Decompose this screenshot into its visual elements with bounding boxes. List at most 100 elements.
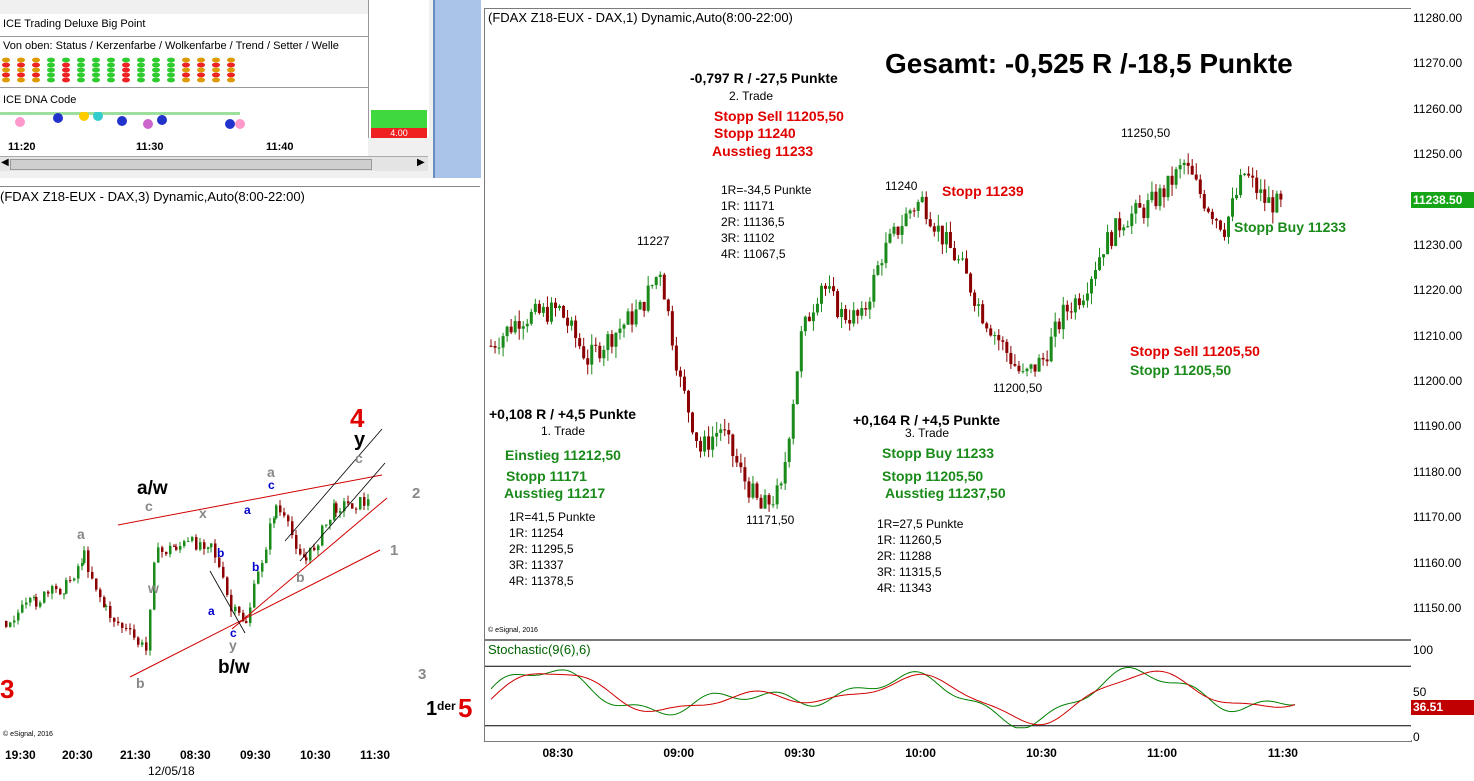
candle-body (868, 301, 872, 310)
left-candle-body (305, 557, 308, 561)
trade3-target-0: 1R=27,5 Punkte (877, 517, 964, 531)
candle-body (1226, 216, 1230, 237)
trade2-target-0: 1R=-34,5 Punkte (721, 183, 812, 197)
status-dot (152, 67, 160, 73)
left-candle-body (299, 548, 302, 555)
candle-body (598, 345, 602, 359)
left-candle-body (43, 591, 46, 603)
status-dot (212, 77, 220, 83)
left-candle-body (245, 621, 248, 624)
candle-body (1134, 203, 1138, 214)
candle-body (836, 291, 840, 318)
status-dot (92, 77, 100, 83)
candle-body (832, 286, 836, 292)
candle-body (795, 371, 799, 405)
left-copyright: © eSignal, 2016 (3, 731, 53, 738)
left-candle-body (367, 499, 370, 506)
row-dna: ICE DNA Code (0, 88, 368, 139)
status-dot (17, 57, 25, 63)
scroll-left-icon[interactable]: ◀ (1, 157, 9, 168)
left-candle-body (179, 546, 182, 550)
left-candle-body (137, 637, 140, 645)
status-dot (137, 77, 145, 83)
candle-body (916, 201, 920, 211)
candle-body (1126, 226, 1130, 228)
stoch-title: Stochastic(9(6),6) (488, 642, 591, 657)
trade2-target-3: 3R: 11102 (721, 231, 775, 245)
stoch-k-line (490, 667, 1296, 729)
main-time-axis: 08:30 09:00 09:30 10:00 10:30 11:00 11:30 (484, 742, 1412, 780)
wave-aw: a/w (137, 478, 168, 499)
left-candle-body (207, 547, 210, 549)
time-label: 11:00 (1147, 746, 1178, 760)
candle-body (501, 336, 505, 348)
status-dot (2, 62, 10, 68)
candle-body (731, 434, 735, 457)
status-dot (32, 72, 40, 78)
candle-body (904, 213, 908, 227)
left-candle-body (59, 588, 62, 595)
scroll-right-icon[interactable]: ▶ (417, 157, 425, 168)
candle-body (1069, 311, 1073, 313)
left-candle-body (35, 597, 38, 607)
candle-body (1049, 336, 1053, 362)
candle-body (1033, 364, 1037, 372)
left-candle-body (234, 606, 237, 612)
stoch-50: 50 (1413, 685, 1427, 699)
left-candle-body (295, 535, 298, 549)
green-bar (371, 110, 427, 128)
status-dot (77, 62, 85, 68)
scrollbar-thumb[interactable] (10, 159, 372, 170)
trade3-target-3: 3R: 11315,5 (877, 565, 942, 579)
candle-body (1065, 304, 1069, 312)
candle-body (1142, 207, 1146, 219)
stoch-d-line (490, 670, 1296, 726)
time-label: 10:00 (905, 746, 936, 760)
left-candle-body (33, 597, 36, 599)
left-candle-body (65, 579, 68, 594)
status-dot (227, 77, 235, 83)
left-candle-body (363, 497, 366, 506)
price-label: 11280.00 (1413, 11, 1463, 25)
left-candle-body (195, 537, 198, 550)
status-dot (167, 67, 175, 73)
status-dot (17, 67, 25, 73)
trade1-target-4: 4R: 11378,5 (509, 574, 574, 588)
status-dot (137, 72, 145, 78)
left-candle-body (343, 501, 346, 512)
status-dot (227, 62, 235, 68)
left-candle-body (351, 503, 354, 509)
candle-body (1094, 269, 1097, 279)
left-candle-body (77, 566, 80, 579)
wave-x-1: x (199, 505, 207, 521)
candle-body (997, 335, 1001, 341)
trade2-target-1: 1R: 11171 (721, 199, 775, 213)
left-candle-body (153, 562, 156, 610)
status-dot (137, 67, 145, 73)
left-time-label: 10:30 (300, 748, 331, 762)
candle-body (735, 456, 739, 463)
candle-body (582, 346, 586, 359)
horizontal-scrollbar[interactable]: ◀ ▶ (0, 156, 428, 171)
candle-body (1073, 298, 1077, 313)
status-dot (92, 67, 100, 73)
left-candle-body (261, 562, 264, 572)
candle-body (1085, 293, 1089, 301)
left-chart-title: (FDAX Z18-EUX - DAX,3) Dynamic,Auto(8:00… (0, 189, 305, 204)
status-dot (47, 77, 55, 83)
candle-body (876, 265, 880, 275)
candle-body (1279, 193, 1283, 200)
trade1-target-3: 3R: 11337 (509, 558, 564, 572)
candle-body (1146, 200, 1150, 219)
wave-b-2: b (296, 569, 305, 585)
level-11171-50: 11171,50 (746, 513, 795, 527)
candle-body (1271, 197, 1275, 213)
price-label: 11190.00 (1413, 419, 1462, 434)
stopp-buy-11233: Stopp Buy 11233 (1234, 219, 1347, 235)
candle-body (670, 311, 674, 346)
trade3-target-4: 4R: 11343 (877, 581, 932, 595)
candle-body (1251, 175, 1255, 178)
candle-body (646, 285, 650, 311)
candle-body (1182, 162, 1186, 166)
candle-body (892, 226, 896, 234)
